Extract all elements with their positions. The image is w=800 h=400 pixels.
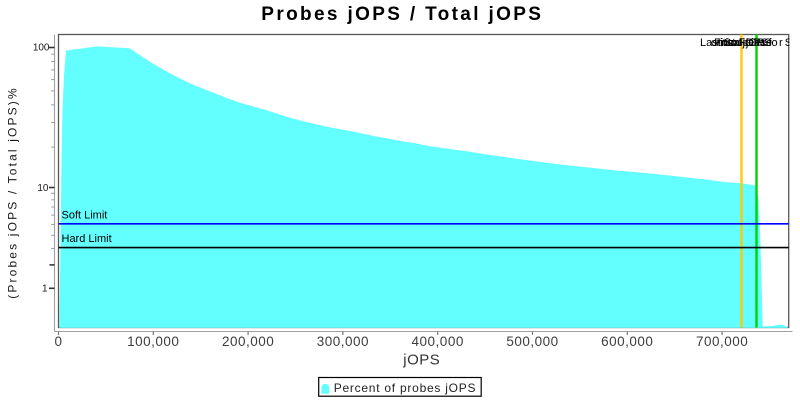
svg-text:(Probes jOPS / Total jOPS)%: (Probes jOPS / Total jOPS)% xyxy=(6,86,20,299)
svg-text:500,000: 500,000 xyxy=(506,334,558,349)
svg-text:100,000: 100,000 xyxy=(127,334,179,349)
svg-text:S: S xyxy=(785,37,792,49)
svg-text:400,000: 400,000 xyxy=(412,334,464,349)
svg-text:10: 10 xyxy=(37,183,49,194)
svg-text:max-jOPS: max-jOPS xyxy=(718,37,768,49)
svg-text:Percent of probes jOPS: Percent of probes jOPS xyxy=(334,381,477,395)
svg-text:r: r xyxy=(779,37,783,49)
svg-text:Probes jOPS / Total jOPS: Probes jOPS / Total jOPS xyxy=(261,4,543,25)
svg-text:Hard Limit: Hard Limit xyxy=(62,233,112,245)
svg-text:1: 1 xyxy=(42,284,48,295)
svg-text:critical-jOPS: critical-jOPS xyxy=(711,37,772,49)
svg-text:Last Success: Last Success xyxy=(700,37,766,49)
svg-text:200,000: 200,000 xyxy=(222,334,274,349)
svg-text:0: 0 xyxy=(54,334,62,349)
svg-text:100: 100 xyxy=(33,43,50,54)
svg-text:jOPS: jOPS xyxy=(402,352,440,369)
svg-text:700,000: 700,000 xyxy=(696,334,748,349)
svg-text:Soft Limit: Soft Limit xyxy=(62,209,108,221)
svg-text:First Failure: First Failure xyxy=(714,37,772,49)
svg-text:300,000: 300,000 xyxy=(317,334,369,349)
svg-text:fo: fo xyxy=(769,37,778,49)
svg-text:600,000: 600,000 xyxy=(601,334,653,349)
